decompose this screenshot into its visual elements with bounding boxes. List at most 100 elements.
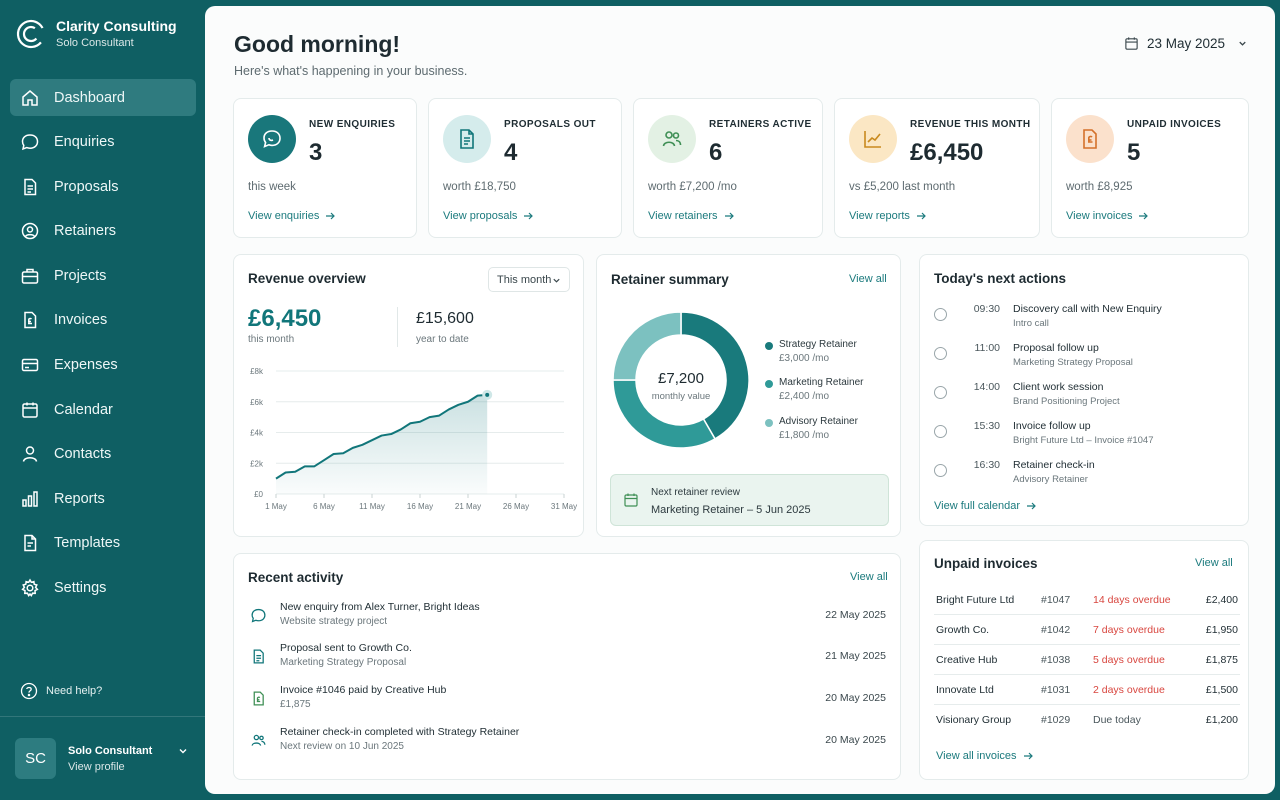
stat-value: 5	[1127, 139, 1141, 166]
sidebar-item-proposals[interactable]: Proposals	[10, 168, 196, 205]
next-review-box[interactable]: Next retainer review Marketing Retainer …	[610, 474, 889, 526]
document-icon	[253, 649, 264, 664]
brand[interactable]: Clarity Consulting Solo Consultant	[16, 18, 177, 49]
activity-item[interactable]: Proposal sent to Growth Co. Marketing St…	[248, 642, 888, 676]
donut-center-label: monthly value	[652, 391, 711, 402]
sidebar-item-invoices[interactable]: Invoices	[10, 302, 196, 339]
stat-card-retainers: RETAINERS ACTIVE 6 worth £7,200 /mo View…	[633, 98, 823, 238]
stat-card-unpaid: UNPAID INVOICES 5 worth £8,925 View invo…	[1051, 98, 1249, 238]
sidebar-item-settings[interactable]: Settings	[10, 570, 196, 607]
user-name: Solo Consultant	[68, 744, 153, 757]
date-picker[interactable]: 23 May 2025	[1124, 36, 1248, 51]
view-retainers-link[interactable]: View retainers	[648, 210, 734, 222]
view-profile-link[interactable]: View profile	[68, 760, 125, 773]
calendar-icon	[22, 402, 38, 418]
table-row[interactable]: Visionary Group #1029 Due today £1,200	[936, 714, 1238, 726]
arrow-right-icon	[1027, 502, 1036, 510]
help-link[interactable]: Need help?	[20, 682, 102, 700]
chevron-down-icon	[1239, 41, 1246, 46]
person-icon	[22, 446, 38, 463]
view-reports-link[interactable]: View reports	[849, 210, 926, 222]
stat-icon	[443, 115, 491, 163]
review-detail: Marketing Retainer – 5 Jun 2025	[651, 504, 811, 516]
x-tick-label: 31 May	[551, 502, 577, 511]
brand-name: Clarity Consulting	[56, 18, 177, 34]
stat-subtext: vs £5,200 last month	[849, 181, 956, 193]
sidebar-item-enquiries[interactable]: Enquiries	[10, 124, 196, 161]
sidebar-item-projects[interactable]: Projects	[10, 257, 196, 294]
y-tick-label: £2k	[250, 459, 264, 468]
stat-label: UNPAID INVOICES	[1127, 119, 1222, 130]
revenue-chart: £0 £2k £4k £6k £8k 1 May 6 May 11 May 16 May 21 M…	[250, 367, 577, 511]
sidebar-item-contacts[interactable]: Contacts	[10, 436, 196, 473]
user-profile[interactable]: SC Solo Consultant View profile	[0, 716, 205, 800]
recent-activity-card: Recent activity View all New enquiry fro…	[233, 553, 901, 780]
brand-subtitle: Solo Consultant	[56, 37, 134, 49]
stat-subtext: worth £8,925	[1066, 181, 1133, 193]
action-item[interactable]: 14:00 Client work session Brand Position…	[934, 379, 1234, 415]
sidebar-item-calendar[interactable]: Calendar	[10, 391, 196, 428]
checkbox[interactable]	[934, 386, 947, 399]
user-circle-icon	[21, 223, 39, 240]
view-full-calendar-link[interactable]: View full calendar	[934, 500, 1036, 512]
view-invoices-link[interactable]: View invoices	[1066, 210, 1149, 222]
checkbox[interactable]	[934, 308, 947, 321]
y-tick-label: £8k	[250, 367, 264, 376]
legend-strategy: Strategy Retainer £3,000 /mo	[765, 339, 857, 364]
stat-subtext: worth £7,200 /mo	[648, 181, 737, 193]
x-tick-label: 16 May	[407, 502, 433, 511]
checkbox[interactable]	[934, 347, 947, 360]
table-row[interactable]: Bright Future Ltd #1047 14 days overdue …	[934, 585, 1240, 615]
revenue-ytd-value: £15,600	[416, 310, 474, 327]
table-row[interactable]: Growth Co. #1042 7 days overdue £1,950	[934, 615, 1240, 645]
action-item[interactable]: 09:30 Discovery call with New Enquiry In…	[934, 301, 1234, 337]
sidebar-item-label: Calendar	[54, 401, 113, 418]
stat-label: REVENUE THIS MONTH	[910, 119, 1031, 130]
table-row[interactable]: Innovate Ltd #1031 2 days overdue £1,500	[934, 675, 1240, 705]
view-proposals-link[interactable]: View proposals	[443, 210, 534, 222]
donut-slice[interactable]	[612, 311, 682, 381]
view-all-retainers-link[interactable]: View all	[849, 273, 887, 285]
gear-icon	[21, 578, 39, 597]
brand-logo-icon	[16, 19, 46, 48]
chat-bubble-icon	[251, 608, 266, 623]
stat-icon	[1066, 115, 1114, 163]
sidebar-item-retainers[interactable]: Retainers	[10, 213, 196, 250]
sidebar-item-reports[interactable]: Reports	[10, 480, 196, 517]
sidebar-nav: Dashboard Enquiries Proposals Retainers …	[10, 79, 196, 614]
view-all-unpaid-link[interactable]: View all	[1195, 557, 1233, 569]
invoice-pound-icon	[253, 691, 264, 706]
main-panel: Good morning! Here's what's happening in…	[205, 6, 1275, 794]
chevron-down-icon[interactable]	[177, 745, 189, 757]
period-select[interactable]: This month	[488, 267, 570, 292]
action-item[interactable]: 11:00 Proposal follow up Marketing Strat…	[934, 340, 1234, 376]
card-title: Revenue overview	[248, 271, 366, 286]
activity-item[interactable]: Retainer check-in completed with Strateg…	[248, 726, 888, 760]
stat-value: 4	[504, 139, 518, 166]
table-row[interactable]: Creative Hub #1038 5 days overdue £1,875	[934, 645, 1240, 675]
x-tick-label: 11 May	[359, 502, 385, 511]
sidebar-item-expenses[interactable]: Expenses	[10, 347, 196, 384]
view-enquiries-link[interactable]: View enquiries	[248, 210, 336, 222]
activity-item[interactable]: Invoice #1046 paid by Creative Hub £1,87…	[248, 684, 888, 718]
page-subtitle: Here's what's happening in your business…	[234, 64, 468, 78]
checkbox[interactable]	[934, 425, 947, 438]
card-title: Recent activity	[248, 570, 344, 585]
sidebar-item-label: Dashboard	[54, 89, 125, 106]
activity-item[interactable]: New enquiry from Alex Turner, Bright Ide…	[248, 601, 888, 635]
view-all-invoices-link[interactable]: View all invoices	[936, 750, 1033, 762]
next-actions-card: Today's next actions 09:30 Discovery cal…	[919, 254, 1249, 526]
action-item[interactable]: 15:30 Invoice follow up Bright Future Lt…	[934, 418, 1234, 454]
sidebar-item-dashboard[interactable]: Dashboard	[10, 79, 196, 116]
action-item[interactable]: 16:30 Retainer check-in Advisory Retaine…	[934, 457, 1234, 493]
y-tick-label: £4k	[250, 429, 264, 438]
legend-marketing: Marketing Retainer £2,400 /mo	[765, 377, 863, 402]
sidebar-item-label: Templates	[54, 535, 121, 552]
view-all-activity-link[interactable]: View all	[850, 571, 888, 583]
sidebar-item-templates[interactable]: Templates	[10, 525, 196, 562]
checkbox[interactable]	[934, 464, 947, 477]
home-icon	[22, 89, 38, 106]
sidebar-item-label: Enquiries	[54, 134, 115, 151]
arrow-right-icon	[326, 212, 336, 220]
card-title: Unpaid invoices	[934, 556, 1038, 571]
